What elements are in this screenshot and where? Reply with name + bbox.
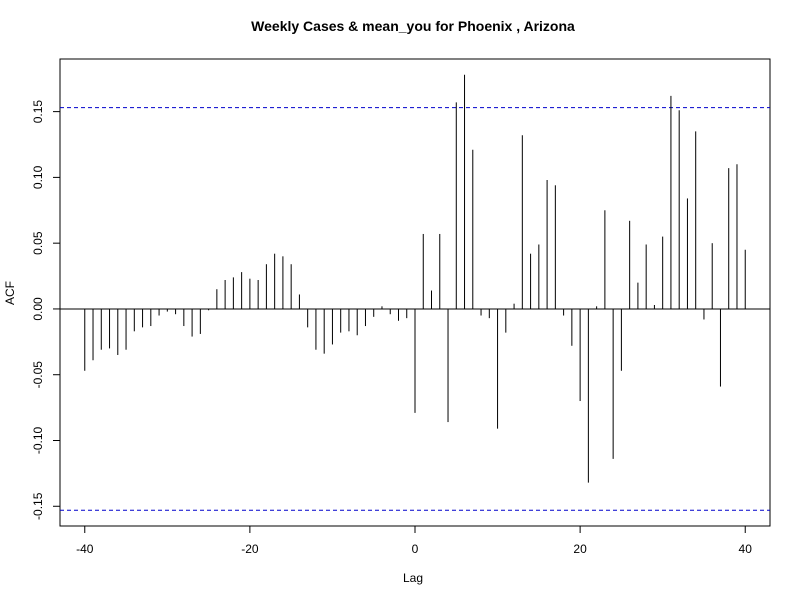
y-tick-label: 0.05: [31, 231, 45, 255]
x-axis: -40 -20 0 20 40: [76, 525, 753, 556]
y-tick-label: 0.15: [31, 100, 45, 124]
y-tick-label: -0.05: [31, 361, 45, 389]
y-axis: -0.15 -0.10 -0.05 0.00 0.05 0.10 0.15: [31, 100, 61, 520]
x-tick-label: 0: [412, 542, 419, 556]
x-tick-label: 20: [573, 542, 587, 556]
x-tick-label: -40: [76, 542, 94, 556]
x-tick-label: 40: [739, 542, 753, 556]
x-axis-title: Lag: [403, 571, 423, 585]
chart-title: Weekly Cases & mean_you for Phoenix , Ar…: [251, 18, 575, 34]
y-tick-label: -0.15: [31, 492, 45, 520]
plot-frame: [59, 58, 771, 527]
y-tick-label: 0.00: [31, 297, 45, 321]
y-tick-label: 0.10: [31, 165, 45, 189]
y-tick-label: -0.10: [31, 426, 45, 454]
y-axis-title: ACF: [3, 281, 17, 305]
acf-bars: [84, 74, 746, 483]
x-tick-label: -20: [241, 542, 259, 556]
confidence-lines: [60, 107, 770, 511]
